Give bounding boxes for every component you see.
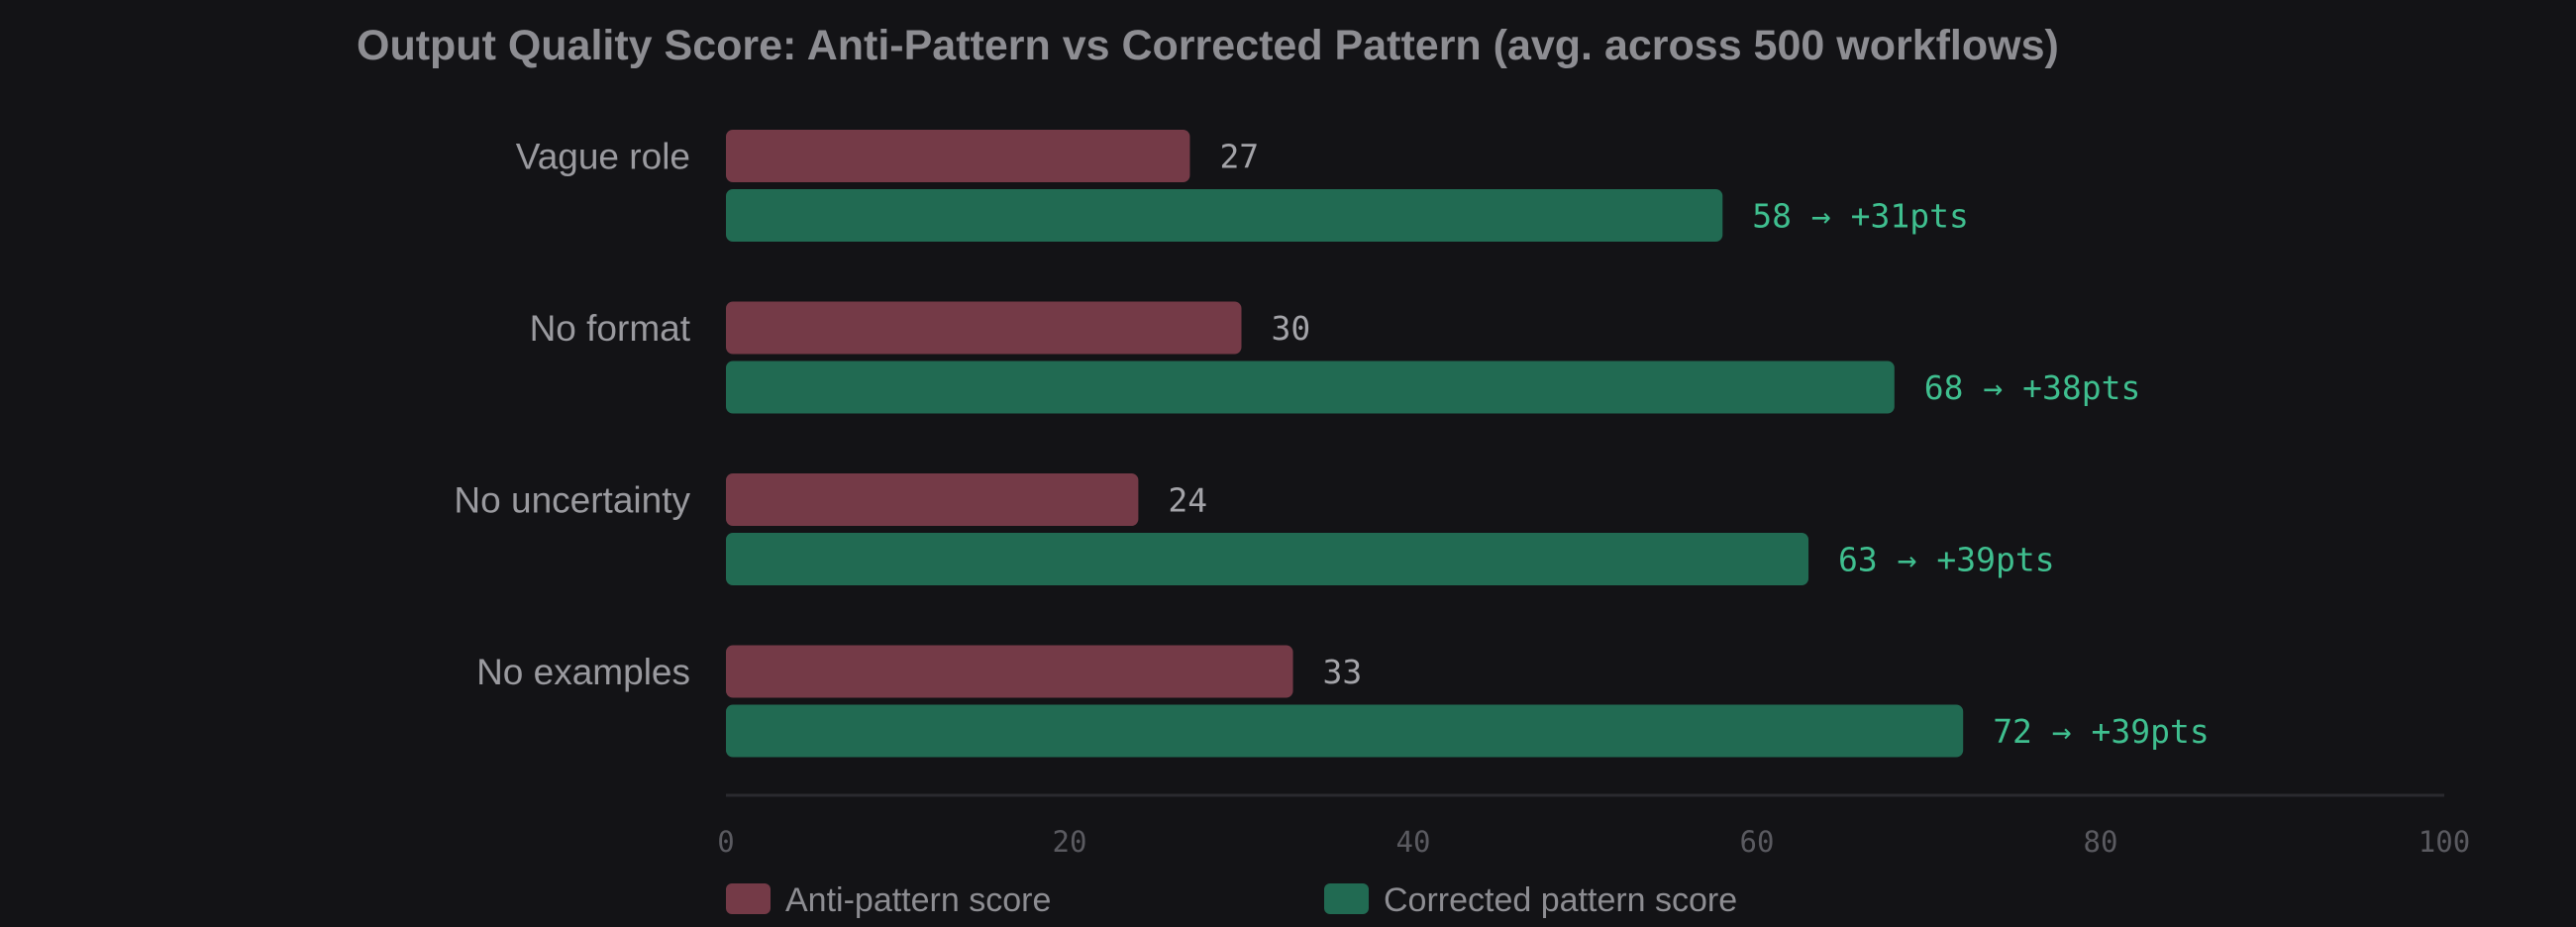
category-label: Vague role [516, 137, 690, 177]
anti-pattern-bar [726, 645, 1293, 698]
corrected-pattern-value-label: 58 → +31pts [1752, 197, 1969, 236]
bars [726, 130, 1964, 758]
corrected-pattern-bar [726, 360, 1895, 414]
anti-pattern-bar [726, 473, 1139, 526]
category-label: No uncertainty [454, 480, 690, 521]
corrected-pattern-value-label: 68 → +38pts [1924, 368, 2141, 407]
legend-label-corrected-pattern: Corrected pattern score [1384, 881, 1737, 919]
legend: Anti-pattern score Corrected pattern scor… [726, 881, 1737, 919]
legend-swatch-anti-pattern [726, 883, 771, 914]
x-tick-label: 60 [1740, 825, 1775, 859]
corrected-pattern-bar [726, 533, 1809, 585]
x-tick-label: 40 [1396, 825, 1431, 859]
x-tick-label: 0 [717, 825, 734, 859]
corrected-pattern-bar [726, 189, 1723, 242]
legend-swatch-corrected-pattern [1324, 883, 1369, 914]
anti-pattern-value-label: 24 [1168, 481, 1207, 520]
category-label: No examples [476, 652, 690, 692]
anti-pattern-bar [726, 301, 1242, 355]
corrected-pattern-value-label: 63 → +39pts [1838, 541, 2055, 579]
anti-pattern-value-label: 30 [1272, 309, 1311, 348]
category-label: No format [530, 308, 691, 349]
x-axis-ticks: 0 20 40 60 80 100 [717, 825, 2470, 859]
x-tick-label: 20 [1053, 825, 1087, 859]
chart-title: Output Quality Score: Anti-Pattern vs Co… [357, 22, 2059, 69]
x-tick-label: 80 [2084, 825, 2118, 859]
corrected-pattern-bar [726, 704, 1964, 758]
anti-pattern-value-label: 27 [1219, 138, 1259, 176]
category-labels: Vague role No format No uncertainty No exam… [454, 137, 690, 693]
corrected-pattern-value-label: 72 → +39pts [1993, 712, 2210, 751]
anti-pattern-bar [726, 130, 1190, 182]
bar-value-labels: 27 58 → +31pts 30 68 → +38pts 24 63 → +39pts 3… [1168, 138, 2209, 752]
legend-label-anti-pattern: Anti-pattern score [785, 881, 1051, 919]
anti-pattern-value-label: 33 [1323, 653, 1363, 691]
x-tick-label: 100 [2419, 825, 2470, 859]
